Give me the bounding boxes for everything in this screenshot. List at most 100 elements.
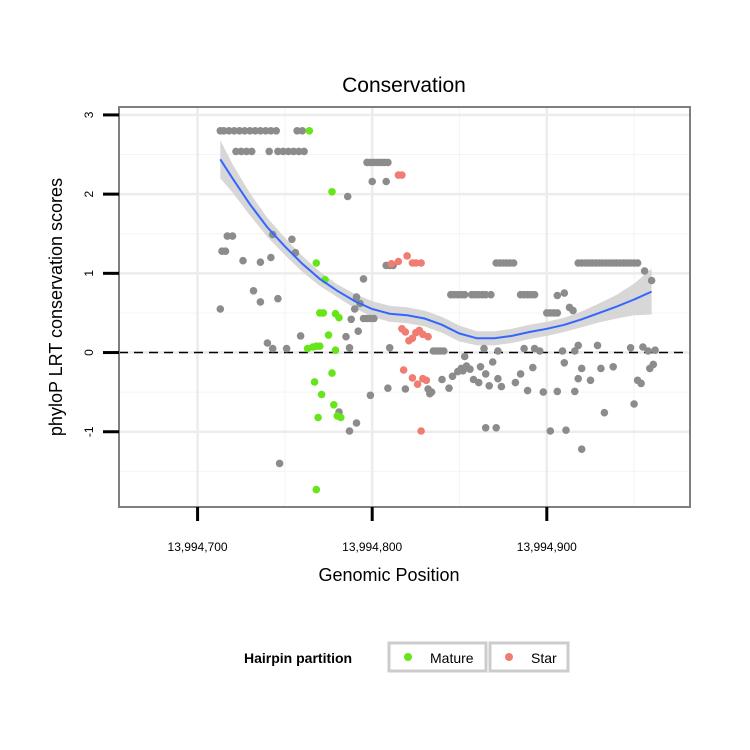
point-other xyxy=(235,127,244,135)
point-other xyxy=(347,315,356,324)
point-other xyxy=(279,147,287,156)
point-other xyxy=(237,147,245,156)
point-other xyxy=(558,347,567,355)
point-other xyxy=(560,289,569,297)
y-tick-label: 3 xyxy=(82,111,96,118)
point-other xyxy=(256,258,265,267)
point-star xyxy=(387,260,396,268)
point-other xyxy=(225,127,233,135)
point-other xyxy=(497,382,506,391)
point-star xyxy=(408,374,417,382)
point-mature xyxy=(316,342,324,351)
point-other xyxy=(494,347,502,355)
point-other xyxy=(298,127,307,135)
point-other xyxy=(637,379,645,388)
point-other xyxy=(485,382,494,390)
point-other xyxy=(232,147,240,156)
plot-panel: 13,994,700 13,994,800 13,994,900 -1 0 1 2 3 xyxy=(82,106,691,554)
point-other xyxy=(401,385,410,393)
point-other xyxy=(523,386,532,395)
point-other xyxy=(649,360,658,369)
point-other xyxy=(350,305,359,313)
point-other xyxy=(216,305,225,313)
point-other xyxy=(577,445,586,454)
point-other xyxy=(480,344,488,353)
point-other xyxy=(282,344,291,353)
legend-title: Hairpin partition xyxy=(244,650,352,666)
point-other xyxy=(516,370,525,378)
point-other xyxy=(644,347,652,355)
legend-label-star: Star xyxy=(531,650,557,666)
point-other xyxy=(274,147,282,156)
point-mature xyxy=(305,127,314,135)
point-other xyxy=(249,287,258,295)
point-other xyxy=(272,127,281,135)
point-other xyxy=(352,293,361,301)
point-mature xyxy=(324,331,333,339)
x-tick-label: 13,994,700 xyxy=(168,540,228,554)
point-other xyxy=(359,275,368,283)
point-other xyxy=(228,232,237,240)
point-other xyxy=(487,290,495,299)
legend-key-star-icon xyxy=(505,653,513,661)
point-other xyxy=(481,290,490,299)
point-other xyxy=(640,267,649,275)
point-other xyxy=(529,363,537,372)
point-other xyxy=(440,347,448,355)
point-other xyxy=(220,127,228,135)
point-star xyxy=(417,259,425,267)
point-other xyxy=(539,388,548,396)
point-other xyxy=(626,344,635,352)
point-other xyxy=(630,400,638,408)
x-axis-label: Genomic Position xyxy=(318,565,459,585)
point-star xyxy=(417,427,425,435)
point-other xyxy=(511,378,520,387)
x-tick-label: 13,994,900 xyxy=(517,540,577,554)
point-other xyxy=(633,259,642,267)
point-mature xyxy=(310,378,319,386)
point-other xyxy=(476,363,485,371)
point-star xyxy=(401,328,410,336)
point-mature xyxy=(317,390,326,399)
point-other xyxy=(239,256,247,265)
point-other xyxy=(267,253,275,262)
point-other xyxy=(445,384,453,393)
point-other xyxy=(560,359,569,367)
point-other xyxy=(242,147,251,156)
point-other xyxy=(562,426,570,435)
point-other xyxy=(571,347,579,355)
point-other xyxy=(370,314,378,323)
point-mature xyxy=(337,413,345,422)
point-other xyxy=(586,376,595,385)
point-other xyxy=(520,344,528,353)
point-other xyxy=(481,370,490,378)
point-mature xyxy=(314,413,322,422)
point-other xyxy=(354,327,363,336)
point-other xyxy=(481,424,490,432)
point-other xyxy=(368,177,377,186)
point-other xyxy=(438,375,446,384)
point-star xyxy=(394,257,403,266)
point-other xyxy=(230,127,238,135)
point-other xyxy=(345,344,354,352)
y-tick-label: 1 xyxy=(82,270,96,277)
point-other xyxy=(569,306,577,315)
point-mature xyxy=(319,309,328,317)
point-other xyxy=(366,391,375,400)
point-other xyxy=(240,127,249,135)
y-tick-label: -1 xyxy=(82,426,96,437)
point-other xyxy=(293,127,301,135)
point-star xyxy=(412,259,420,267)
point-other xyxy=(597,364,605,373)
point-other xyxy=(639,343,647,351)
point-mature xyxy=(331,346,340,355)
point-other xyxy=(256,127,265,135)
point-mature xyxy=(328,369,336,377)
point-other xyxy=(574,341,582,350)
point-other xyxy=(553,387,562,396)
point-other xyxy=(221,247,230,255)
point-other xyxy=(492,424,501,432)
point-other xyxy=(553,309,562,317)
point-other xyxy=(251,127,259,135)
